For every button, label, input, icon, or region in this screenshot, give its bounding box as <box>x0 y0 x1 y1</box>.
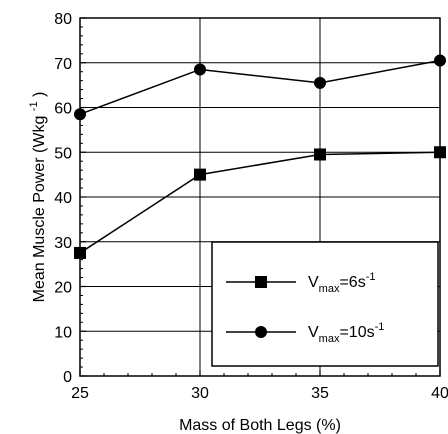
y-tick-label: 50 <box>54 145 72 162</box>
data-point <box>74 108 86 121</box>
x-tick-label: 40 <box>431 385 448 402</box>
data-point <box>314 148 326 161</box>
y-tick-label: 10 <box>54 324 72 341</box>
x-tick-label: 25 <box>71 385 89 402</box>
data-point <box>434 54 446 67</box>
y-tick-label: 0 <box>63 369 72 386</box>
legend-marker <box>255 326 267 338</box>
series-line <box>79 151 441 254</box>
series-line <box>79 59 441 115</box>
legend-label: Vmax=6s-1 <box>308 271 375 295</box>
data-point <box>194 168 206 181</box>
series-1 <box>74 146 446 259</box>
legend-item: Vmax=6s-1 <box>226 271 375 295</box>
x-tick-label: 30 <box>191 385 209 402</box>
y-axis-title-main: Mean Muscle Power (Wkg <box>31 116 48 303</box>
x-axis-title: Mass of Both Legs (%) <box>179 417 341 434</box>
x-tick-label: 35 <box>311 385 329 402</box>
y-tick-label: 30 <box>54 235 72 252</box>
y-tick-label: 20 <box>54 280 72 297</box>
y-axis-title-superscript: -1 <box>28 101 40 111</box>
data-point <box>74 246 86 259</box>
series-2 <box>74 54 446 121</box>
legend-label: Vmax=10s-1 <box>308 321 384 345</box>
data-point <box>434 146 446 159</box>
legend-box <box>211 241 439 367</box>
y-tick-label: 40 <box>54 190 72 207</box>
grid-lines <box>80 18 440 376</box>
data-point <box>194 63 206 76</box>
legend: Vmax=6s-1 Vmax=10s-1 <box>211 241 439 367</box>
axis-ticks: 0 10 20 30 40 50 60 70 80 25 30 35 40 <box>54 11 448 402</box>
y-tick-label: 80 <box>54 11 72 28</box>
y-axis-title: Mean Muscle Power (Wkg -1 ) <box>24 92 48 303</box>
series-group <box>74 54 446 259</box>
legend-marker <box>255 276 267 288</box>
y-tick-label: 70 <box>54 56 72 73</box>
y-axis-title-close: ) <box>31 92 48 97</box>
y-tick-label: 60 <box>54 101 72 118</box>
data-point <box>314 76 326 89</box>
legend-item: Vmax=10s-1 <box>226 321 384 345</box>
